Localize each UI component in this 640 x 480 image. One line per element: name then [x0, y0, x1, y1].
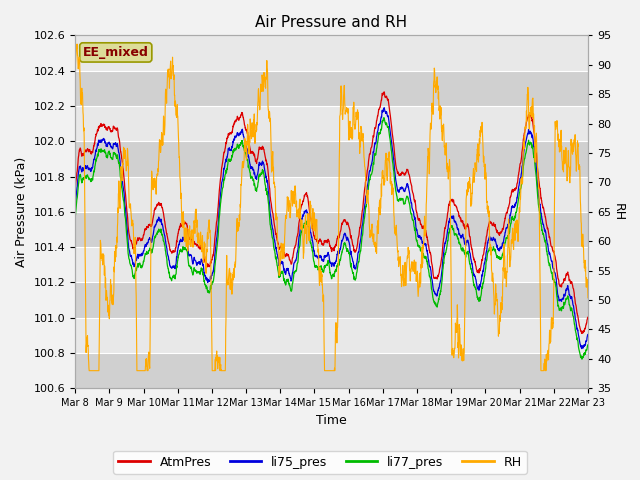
Bar [75, 318, 588, 353]
Bar [75, 177, 588, 212]
Y-axis label: Air Pressure (kPa): Air Pressure (kPa) [15, 156, 28, 267]
Y-axis label: RH: RH [612, 203, 625, 221]
Bar [75, 282, 588, 318]
Bar [75, 106, 588, 141]
Bar [75, 141, 588, 177]
Bar [75, 212, 588, 247]
X-axis label: Time: Time [316, 414, 347, 427]
Title: Air Pressure and RH: Air Pressure and RH [255, 15, 408, 30]
Bar [75, 71, 588, 106]
Text: EE_mixed: EE_mixed [83, 46, 148, 59]
Bar [75, 36, 588, 71]
Bar [75, 247, 588, 282]
Legend: AtmPres, li75_pres, li77_pres, RH: AtmPres, li75_pres, li77_pres, RH [113, 451, 527, 474]
Bar [75, 353, 588, 388]
